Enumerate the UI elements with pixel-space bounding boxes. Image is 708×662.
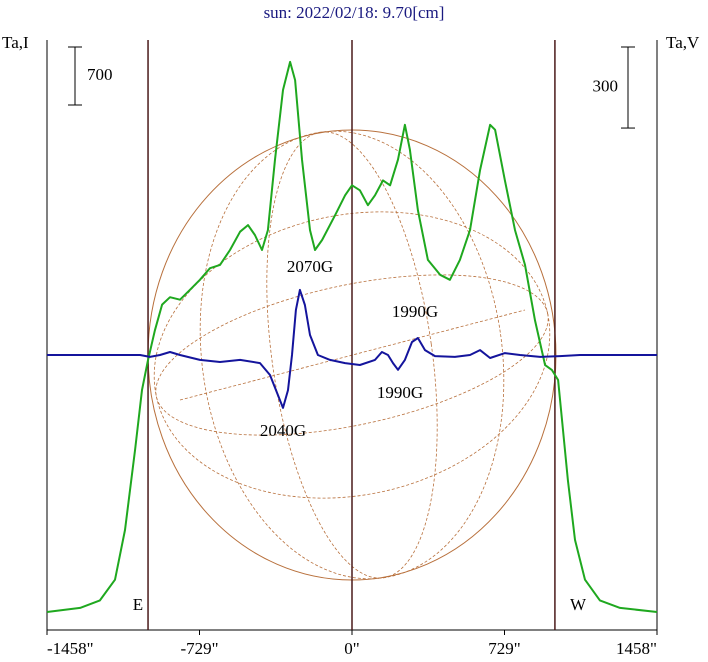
parallel bbox=[153, 211, 551, 499]
annotation: E bbox=[133, 595, 143, 614]
x-tick-label: -729" bbox=[180, 639, 218, 658]
x-tick-label: -1458" bbox=[47, 639, 94, 658]
scale-bar-label: 300 bbox=[593, 76, 619, 95]
equator bbox=[179, 309, 526, 401]
chart-title: sun: 2022/02/18: 9.70[cm] bbox=[264, 3, 445, 22]
x-tick-label: 1458" bbox=[616, 639, 657, 658]
meridian bbox=[266, 131, 438, 579]
scale-bar-label: 700 bbox=[87, 65, 113, 84]
x-tick-label: 0" bbox=[344, 639, 359, 658]
annotation: W bbox=[570, 595, 587, 614]
annotation: 1990G bbox=[377, 383, 423, 402]
annotation: 2070G bbox=[287, 257, 333, 276]
y2-axis-label: Ta,V bbox=[666, 33, 700, 52]
series-line bbox=[46, 60, 658, 613]
x-tick-label: 729" bbox=[488, 639, 520, 658]
series-line bbox=[47, 288, 657, 409]
annotation: 1990G bbox=[392, 302, 438, 321]
y-axis-label: Ta,I bbox=[2, 33, 29, 52]
annotation: 2040G bbox=[260, 421, 306, 440]
